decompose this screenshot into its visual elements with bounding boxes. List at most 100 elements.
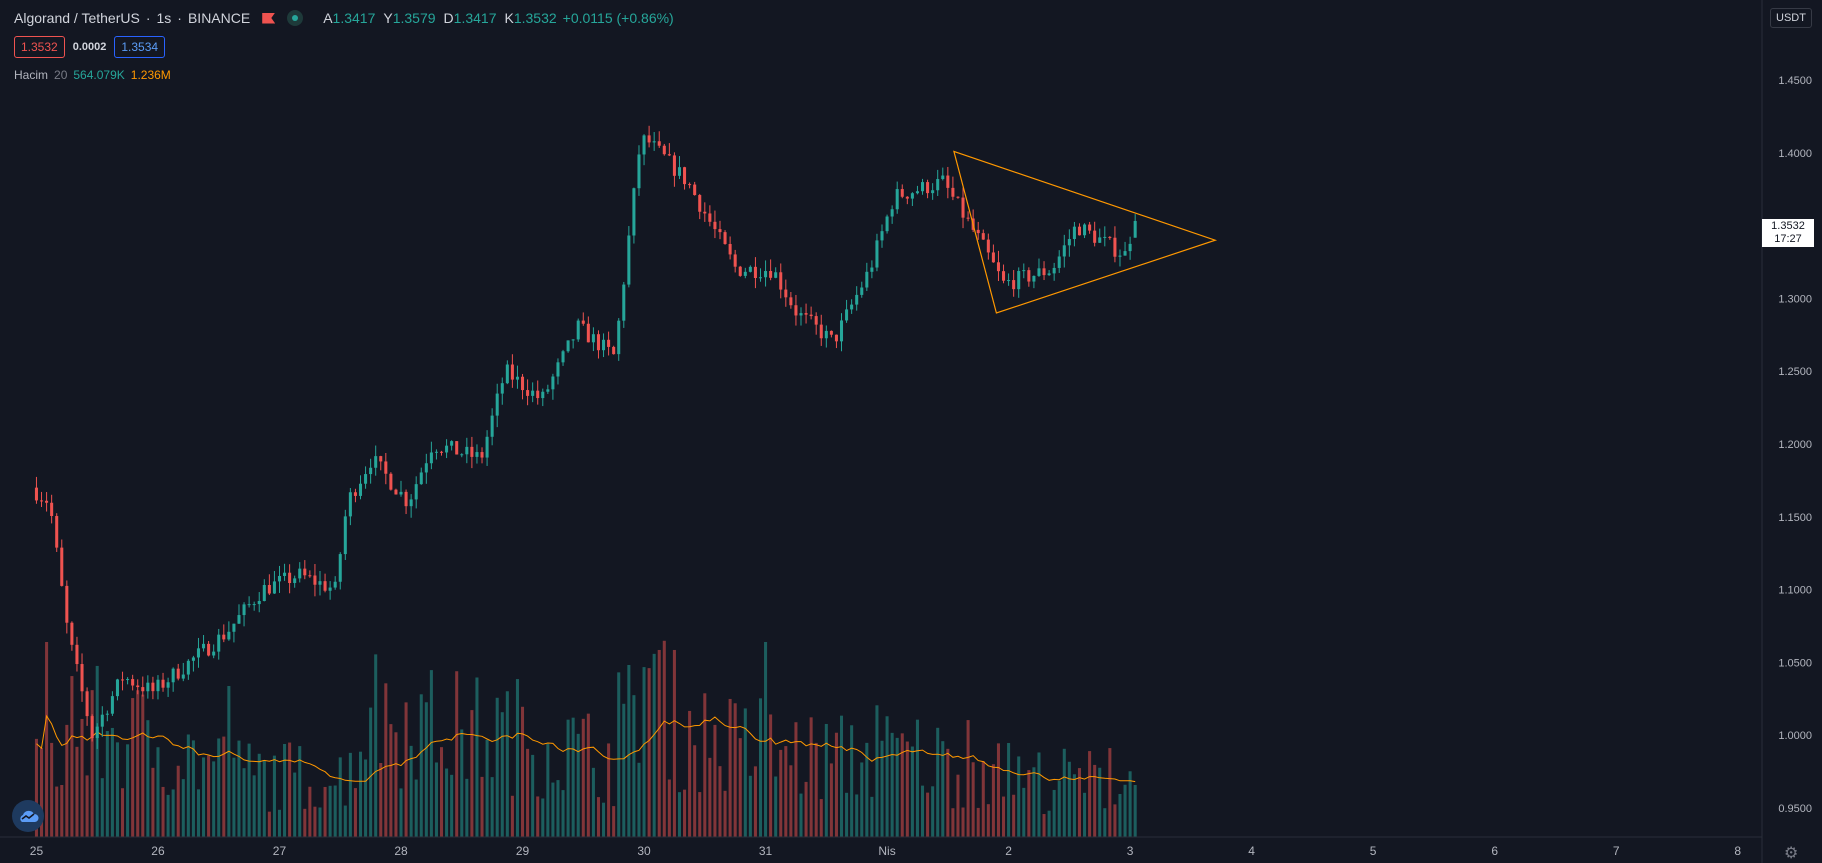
candle-body [505, 364, 509, 384]
volume-bar [465, 778, 469, 837]
volume-bar [602, 802, 606, 837]
candle-body [1057, 256, 1061, 268]
volume-bar [257, 753, 261, 837]
candle-body [991, 252, 995, 263]
candle-body [819, 324, 823, 339]
candle-body [55, 516, 59, 548]
exchange-label: BINANCE [187, 10, 251, 26]
volume-bar [789, 765, 793, 837]
candle-body [926, 182, 930, 194]
candle-body [596, 334, 600, 351]
candle-body [424, 463, 428, 473]
volume-bar [277, 809, 282, 837]
volume-bar [850, 725, 854, 837]
candle-body [186, 660, 190, 675]
volume-bar [105, 731, 109, 837]
volume-bar [743, 708, 747, 837]
volume-bar [196, 789, 200, 837]
candle-body [784, 289, 788, 298]
volume-bar [171, 789, 175, 837]
currency-button[interactable]: USDT [1770, 8, 1812, 28]
volume-bar [343, 805, 347, 837]
price-tick-label: 1.4500 [1778, 75, 1812, 87]
candle-body [110, 696, 114, 714]
candle-body [1052, 267, 1056, 274]
candle-body [769, 271, 773, 278]
time-axis[interactable]: 25 26 27 28 29 30 31 Nis 2 3 4 5 6 7 8 [30, 844, 1742, 858]
time-tick-label: 8 [1734, 844, 1741, 858]
cloud-logo-icon[interactable] [12, 800, 44, 832]
time-tick-label: 26 [151, 844, 165, 858]
volume-bar [804, 781, 808, 837]
volume-bar [728, 698, 732, 837]
candle-body [475, 452, 479, 457]
volume-bar [121, 788, 125, 837]
flag-icon[interactable] [262, 12, 276, 24]
volume-bar [526, 748, 530, 837]
candle-body [333, 581, 337, 588]
candle-body [1027, 270, 1031, 282]
interval-label[interactable]: 1s [156, 10, 172, 26]
volume-bar [75, 746, 79, 837]
candle-body [1128, 243, 1132, 252]
volume-bar [298, 746, 302, 837]
buy-price-button[interactable]: 1.3534 [114, 36, 166, 58]
candle-body [738, 266, 742, 276]
candle-body [232, 623, 236, 632]
volume-bar [829, 763, 833, 837]
volume-bar [824, 723, 828, 837]
volume-bar [662, 640, 666, 837]
market-status-icon [287, 10, 304, 26]
volume-legend[interactable]: Hacim 20 564.079K 1.236M [14, 68, 171, 82]
candle-body [657, 141, 661, 146]
volume-bar [617, 672, 621, 837]
candle-body [100, 714, 104, 727]
volume-bar [1072, 774, 1076, 837]
volume-bar [581, 718, 585, 837]
price-axis[interactable]: 1.45001.40001.35001.30001.25001.20001.15… [1778, 75, 1812, 815]
volume-bar [1032, 767, 1036, 837]
candle-body [257, 600, 261, 605]
volume-bar [470, 710, 474, 837]
candle-body [632, 188, 636, 236]
volume-bar [855, 794, 859, 837]
symbol-name[interactable]: Algorand / TetherUS [14, 10, 140, 26]
candle-body [748, 266, 752, 272]
candle-body [1042, 268, 1046, 276]
candle-body [90, 716, 94, 739]
last-price-label: 1.3532 17:27 [1762, 219, 1814, 247]
candle-body [1007, 280, 1011, 282]
volume-bar [242, 768, 246, 837]
sell-price-button[interactable]: 1.3532 [14, 36, 65, 58]
candle-body [865, 271, 869, 288]
candle-body [845, 309, 849, 321]
candle-body [753, 266, 757, 279]
candle-body [480, 452, 484, 458]
volume-bar [161, 786, 165, 837]
candle-body [956, 196, 960, 198]
candle-body [677, 167, 682, 176]
volume-bar [485, 739, 489, 837]
candle-body [809, 314, 813, 317]
volume-bar [45, 642, 49, 837]
volume-bar [490, 777, 494, 837]
gear-icon[interactable]: ⚙ [1784, 845, 1799, 862]
candle-body [789, 297, 793, 306]
triangle-drawing[interactable] [953, 150, 1218, 314]
volume-bar [991, 764, 995, 837]
volume-bar [905, 741, 909, 837]
candle-body [936, 179, 940, 191]
candle-body [313, 575, 317, 585]
volume-bar [915, 719, 919, 837]
volume-bar [202, 757, 206, 837]
separator: · [177, 10, 182, 26]
candle-body [485, 436, 489, 458]
candle-body [1047, 273, 1051, 276]
candle-body [1017, 270, 1021, 290]
candle-body [1083, 224, 1087, 236]
volume-bar [693, 745, 697, 837]
volume-bar [1007, 743, 1011, 837]
volume-bar [283, 743, 287, 837]
volume-bar [1012, 794, 1016, 837]
